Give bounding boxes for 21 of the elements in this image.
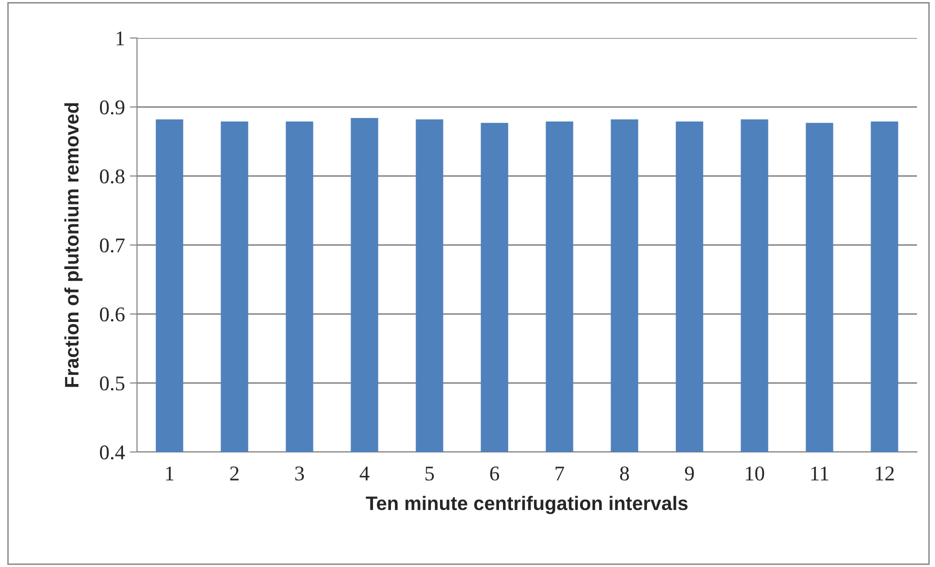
y-tick-label: 0.8: [100, 169, 124, 184]
x-tick-label: 12: [876, 466, 894, 480]
x-tick-label: 8: [620, 466, 629, 481]
y-tick-label: 0.4: [100, 445, 125, 460]
y-tick-label: 1: [116, 31, 124, 46]
x-tick-label: 3: [295, 466, 304, 481]
x-tick-label: 1: [166, 466, 174, 480]
y-tick-label: 0.6: [100, 307, 125, 322]
y-tick-label: 0.5: [100, 376, 124, 391]
x-tick-label: 4: [360, 466, 370, 480]
y-axis-title: Fraction of plutonium removed: [64, 103, 82, 387]
x-tick-label: 10: [746, 466, 764, 481]
y-tick-label: 0.7: [100, 238, 125, 253]
x-tick-label: 11: [811, 466, 828, 480]
y-tick-label: 0.9: [100, 100, 124, 115]
x-tick-label: 9: [684, 466, 694, 481]
x-tick-label: 6: [490, 466, 500, 481]
x-tick-label: 7: [556, 466, 564, 480]
x-tick-label: 2: [230, 466, 239, 480]
x-tick-label: 5: [426, 466, 434, 481]
x-axis-title: Ten minute centrifugation intervals: [366, 496, 688, 514]
